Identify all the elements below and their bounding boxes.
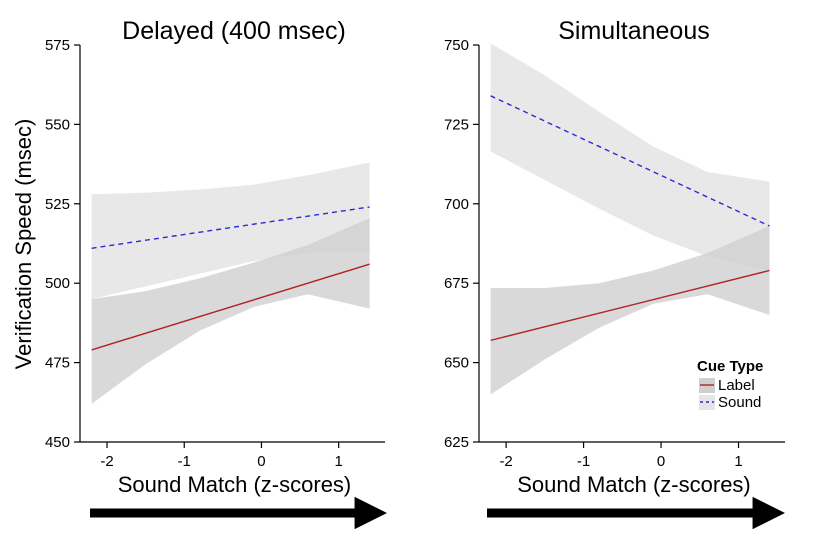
panel-delayed: Delayed (400 msec) 450 475 500 525 550 575 -2 -1… xyxy=(45,17,387,530)
x-tick-label: -2 xyxy=(499,453,512,470)
y-tick-label: 725 xyxy=(444,116,469,133)
legend-label-sound: Sound xyxy=(718,394,761,411)
x-tick-label: 0 xyxy=(257,453,265,470)
series-line-label xyxy=(91,263,370,351)
panel-title: Delayed (400 msec) xyxy=(122,17,346,45)
x-tick-label: -1 xyxy=(577,453,590,470)
x-axis-title: Sound Match (z-scores) xyxy=(118,472,352,497)
confidence-band-sound xyxy=(91,162,370,300)
series-line-label xyxy=(490,269,770,342)
y-axis-title: Verification Speed (msec) xyxy=(11,119,36,370)
y-tick-label: 525 xyxy=(45,196,70,213)
panel-simultaneous: Simultaneous 625 650 675 700 725 750 -2 -1 0 1 Soun… xyxy=(444,17,785,530)
x-tick-label: -1 xyxy=(178,453,191,470)
confidence-band-label xyxy=(91,218,370,404)
x-tick-label: -2 xyxy=(100,453,113,470)
y-tick-label: 675 xyxy=(444,275,469,292)
y-tick-label: 450 xyxy=(45,434,70,451)
x-tick-label: 1 xyxy=(334,453,342,470)
y-tick-label: 475 xyxy=(45,355,70,372)
legend-label-label: Label xyxy=(718,377,755,394)
x-tick-label: 0 xyxy=(657,453,665,470)
y-tick-label: 500 xyxy=(45,275,70,292)
y-tick-label: 700 xyxy=(444,196,469,213)
series-line-sound xyxy=(91,206,370,249)
series-line-sound xyxy=(490,95,770,227)
x-tick-label: 1 xyxy=(734,453,742,470)
x-axis-title: Sound Match (z-scores) xyxy=(517,472,751,497)
confidence-band-sound xyxy=(490,43,770,271)
legend-title: Cue Type xyxy=(697,358,763,375)
y-tick-label: 625 xyxy=(444,434,469,451)
y-tick-label: 750 xyxy=(444,37,469,54)
y-tick-label: 575 xyxy=(45,37,70,54)
y-tick-label: 650 xyxy=(444,355,469,372)
confidence-band-label xyxy=(490,226,770,395)
panel-title: Simultaneous xyxy=(558,17,709,45)
y-tick-label: 550 xyxy=(45,116,70,133)
